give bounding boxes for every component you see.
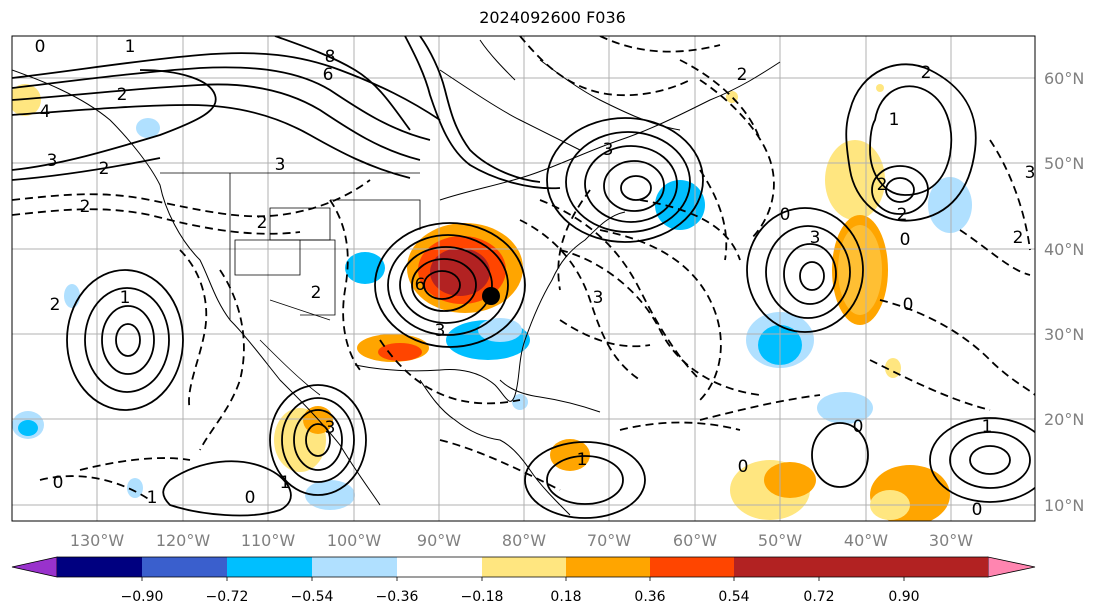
map-title: 2024092600 F036	[479, 8, 626, 27]
contour-label: 0	[903, 295, 914, 315]
contour-label: 2	[737, 65, 748, 85]
lon-label: 130°W	[70, 531, 125, 550]
contour-label: 2	[99, 159, 110, 179]
lon-label: 90°W	[417, 531, 461, 550]
colorbar-segment	[397, 557, 482, 577]
contour-label: 1	[120, 288, 131, 308]
contour-label: 8	[325, 47, 336, 67]
contour-label: 3	[603, 140, 614, 160]
contour-label: 2	[80, 197, 91, 217]
contour-label: 1	[889, 110, 900, 130]
contour-label: 4	[40, 102, 51, 122]
colorbar-tick-label: 0.72	[803, 589, 834, 605]
contour-label: 2	[50, 295, 61, 315]
contour-label: 3	[810, 228, 821, 248]
lon-label: 80°W	[502, 531, 546, 550]
lon-label: 70°W	[587, 531, 631, 550]
contour-label: 3	[435, 321, 446, 341]
contour-label: 0	[780, 205, 791, 225]
colorbar-segment	[650, 557, 734, 577]
lat-label: 50°N	[1044, 154, 1084, 173]
colorbar-tick-label: −0.18	[461, 589, 504, 605]
map-frame	[11, 35, 1036, 522]
colorbar-segment	[734, 557, 819, 577]
contour-label: 0	[53, 473, 64, 493]
lon-label: 120°W	[156, 531, 211, 550]
contour-label: 1	[982, 417, 993, 437]
contour-label: 0	[853, 417, 864, 437]
contour-label: 3	[47, 151, 58, 171]
contour-label: 1	[147, 488, 158, 508]
lat-label: 40°N	[1044, 240, 1084, 259]
dashed-contours	[12, 36, 1035, 501]
graticule	[12, 36, 1035, 521]
colorbar-tick-label: −0.72	[206, 589, 249, 605]
contour-label: 2	[117, 85, 128, 105]
lon-label: 110°W	[241, 531, 296, 550]
lon-label: 50°W	[758, 531, 802, 550]
colorbar-segment	[57, 557, 142, 577]
contour-label: 0	[738, 457, 749, 477]
lat-label: 20°N	[1044, 410, 1084, 429]
colorbar-tick-label: −0.36	[376, 589, 419, 605]
colorbar-segment	[566, 557, 650, 577]
colorbar-left-extension	[11, 556, 58, 578]
contour-label: 0	[900, 230, 911, 250]
contour-label: 6	[415, 275, 426, 295]
colorbar-segment	[819, 557, 904, 577]
contour-label: 3	[275, 155, 286, 175]
colorbar: −0.90 −0.72 −0.54 −0.36 −0.18 0.18 0.36 …	[11, 556, 1036, 605]
lon-label: 30°W	[929, 531, 973, 550]
colorbar-tick-label: −0.90	[121, 589, 164, 605]
contour-label: 1	[577, 450, 588, 470]
map-area	[12, 36, 1035, 521]
contour-label: 3	[1025, 163, 1036, 183]
lat-label: 60°N	[1044, 69, 1084, 88]
political-borders	[160, 172, 421, 396]
longitude-labels: 130°W 120°W 110°W 100°W 90°W 80°W 70°W 6…	[70, 531, 973, 550]
lon-label: 100°W	[327, 531, 382, 550]
colorbar-tick-label: −0.54	[291, 589, 334, 605]
contour-label: 2	[1013, 228, 1024, 248]
contour-label: 2	[897, 205, 908, 225]
contour-label: 6	[323, 65, 334, 85]
contour-label: 0	[35, 37, 46, 57]
colorbar-tick-label: 0.36	[634, 589, 665, 605]
colorbar-tick-label: 0.54	[718, 589, 749, 605]
colorbar-segment	[142, 557, 227, 577]
lon-label: 40°W	[844, 531, 888, 550]
contour-labels: 0 1 2 4 3 2 2 6 8 3 2 6 3 2 2 3 2 1 0 2 …	[35, 37, 1036, 520]
storm-center-icon	[482, 287, 500, 305]
contour-label: 3	[325, 418, 336, 438]
colorbar-segment	[904, 557, 988, 577]
contour-label: 2	[877, 175, 888, 195]
lat-label: 10°N	[1044, 496, 1084, 515]
lat-label: 30°N	[1044, 325, 1084, 344]
solid-contours	[12, 36, 1035, 519]
lon-label: 60°W	[673, 531, 717, 550]
coastlines	[12, 39, 781, 516]
contour-label: 2	[257, 213, 268, 233]
contour-label: 2	[921, 63, 932, 83]
colorbar-segment	[227, 557, 312, 577]
contour-label: 0	[972, 500, 983, 520]
contour-label: 3	[593, 288, 604, 308]
contour-label: 1	[125, 37, 136, 57]
contour-label: 2	[311, 283, 322, 303]
colorbar-right-extension	[987, 556, 1036, 578]
latitude-labels: 60°N 50°N 40°N 30°N 20°N 10°N	[1044, 69, 1084, 515]
contour-label: 1	[280, 473, 291, 493]
colorbar-tick-label: 0.90	[888, 589, 919, 605]
contour-label: 0	[245, 488, 256, 508]
colorbar-segment	[482, 557, 566, 577]
colorbar-tick-label: 0.18	[550, 589, 581, 605]
colorbar-segment	[312, 557, 397, 577]
